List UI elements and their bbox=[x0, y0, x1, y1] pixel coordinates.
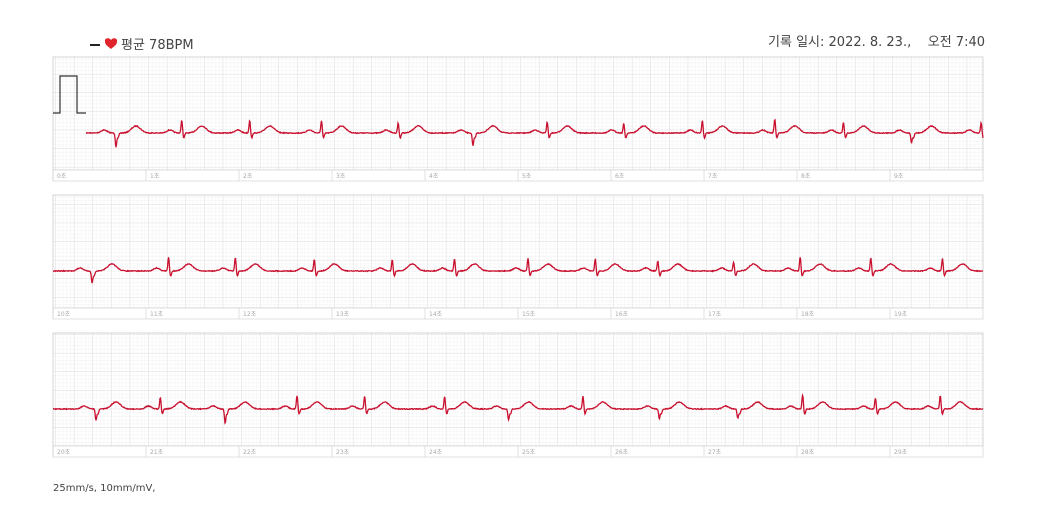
time-label: 3초 bbox=[336, 173, 346, 180]
time-label: 7초 bbox=[708, 173, 718, 180]
time-label: 28초 bbox=[801, 449, 815, 456]
ecg-grid bbox=[52, 194, 984, 309]
time-label: 13초 bbox=[336, 311, 350, 318]
time-label: 20초 bbox=[57, 449, 71, 456]
time-label: 19초 bbox=[894, 311, 908, 318]
time-label: 22초 bbox=[243, 449, 257, 456]
ecg-trace bbox=[85, 118, 984, 148]
time-label: 2초 bbox=[243, 173, 253, 180]
time-label: 27초 bbox=[708, 449, 722, 456]
time-label: 15초 bbox=[522, 311, 536, 318]
time-label: 9초 bbox=[894, 173, 904, 180]
time-label: 1초 bbox=[150, 173, 160, 180]
time-label: 21초 bbox=[150, 449, 164, 456]
time-label: 26초 bbox=[615, 449, 629, 456]
time-label: 24초 bbox=[429, 449, 443, 456]
time-label: 16초 bbox=[615, 311, 629, 318]
time-label: 6초 bbox=[615, 173, 625, 180]
time-label: 12초 bbox=[243, 311, 257, 318]
time-label: 11초 bbox=[150, 311, 164, 318]
time-label: 14초 bbox=[429, 311, 443, 318]
record-time: 기록 일시: 2022. 8. 23., 오전 7:40 bbox=[768, 35, 985, 50]
legend-text: 평균 78BPM bbox=[121, 38, 194, 53]
calibration-pulse bbox=[53, 75, 86, 114]
time-label: 29초 bbox=[894, 449, 908, 456]
time-label: 17초 bbox=[708, 311, 722, 318]
time-label: 5초 bbox=[522, 173, 532, 180]
ecg-grid bbox=[52, 332, 984, 447]
ecg-grid bbox=[52, 56, 984, 171]
footer-text: 25mm/s, 10mm/mV, bbox=[53, 483, 155, 494]
time-label: 23초 bbox=[336, 449, 350, 456]
heart-icon bbox=[104, 38, 118, 49]
time-label: 10초 bbox=[57, 311, 71, 318]
time-label: 4초 bbox=[429, 173, 439, 180]
time-label: 0초 bbox=[57, 173, 67, 180]
ecg-trace bbox=[52, 257, 983, 284]
time-label: 25초 bbox=[522, 449, 536, 456]
time-label: 18초 bbox=[801, 311, 815, 318]
time-label: 8초 bbox=[801, 173, 811, 180]
ecg-trace bbox=[53, 392, 984, 425]
